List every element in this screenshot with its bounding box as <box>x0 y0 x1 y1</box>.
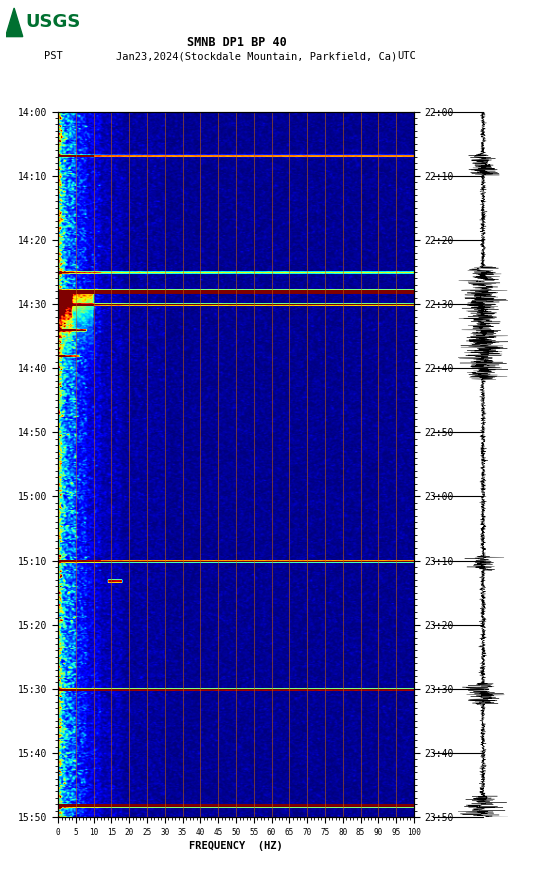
X-axis label: FREQUENCY  (HZ): FREQUENCY (HZ) <box>189 840 283 851</box>
Text: USGS: USGS <box>25 13 81 31</box>
Text: SMNB DP1 BP 40: SMNB DP1 BP 40 <box>188 37 287 49</box>
Text: UTC: UTC <box>397 51 416 62</box>
Text: PST: PST <box>44 51 63 62</box>
Polygon shape <box>6 8 23 37</box>
Text: Jan23,2024(Stockdale Mountain, Parkfield, Ca): Jan23,2024(Stockdale Mountain, Parkfield… <box>116 51 397 62</box>
